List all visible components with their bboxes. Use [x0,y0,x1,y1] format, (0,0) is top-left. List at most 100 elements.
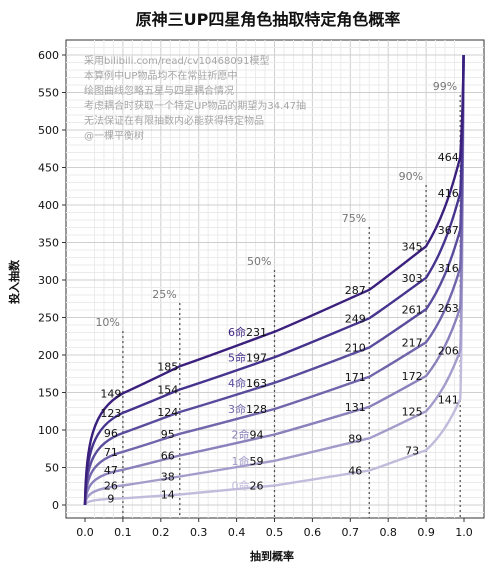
y-tick-label: 450 [38,162,59,175]
value-label: 345 [402,240,423,253]
constellation-label: 0命26 [232,479,264,493]
constellation-name: 2命 [232,428,250,442]
constellation-label: 2命94 [232,428,264,442]
x-tick-label: 0.3 [190,526,208,539]
constellation-value: 94 [250,429,264,442]
x-tick-label: 0.9 [417,526,435,539]
value-label: 217 [402,336,423,349]
annotation-note: 采用bilibili.com/read/cv10468091模型 [84,54,269,67]
series-line [83,54,465,506]
value-label: 9 [107,492,114,505]
value-label: 171 [345,371,366,384]
value-label: 287 [345,284,366,297]
constellation-value: 26 [250,480,264,493]
y-tick-label: 500 [38,124,59,137]
y-tick-label: 100 [38,424,59,437]
constellation-label: 1命59 [232,454,264,468]
value-label: 38 [161,471,175,484]
value-label: 206 [438,345,459,358]
percentile-label: 99% [433,80,457,93]
annotation-note: @一棵平衡树 [84,129,144,142]
value-label: 123 [100,407,121,420]
percentile-label: 75% [342,212,366,225]
y-tick-label: 300 [38,274,59,287]
series-line [83,54,465,506]
value-label: 46 [348,465,362,478]
y-tick-label: 200 [38,349,59,362]
x-tick-label: 0.2 [152,526,170,539]
value-label: 89 [348,432,362,445]
value-label: 416 [438,187,459,200]
value-label: 26 [104,480,118,493]
constellation-name: 4命 [228,376,246,390]
x-tick-label: 1.0 [455,526,473,539]
y-tick-label: 0 [52,499,59,512]
value-label: 124 [157,406,178,419]
constellation-name: 6命 [228,325,246,339]
y-tick-label: 250 [38,312,59,325]
value-label: 303 [402,272,423,285]
series-line [83,54,465,506]
y-tick-label: 350 [38,237,59,250]
annotation-note: 本算例中UP物品均不在常驻祈愿中 [84,69,237,82]
x-tick-label: 0.0 [76,526,94,539]
x-tick-label: 0.7 [342,526,360,539]
x-tick-label: 0.4 [228,526,246,539]
y-tick-label: 50 [45,462,59,475]
constellation-label: 6命231 [228,325,267,339]
value-label: 249 [345,312,366,325]
constellation-label: 3命128 [228,402,267,416]
percentile-label: 90% [399,170,423,183]
x-tick-label: 0.6 [304,526,322,539]
y-tick-label: 150 [38,387,59,400]
value-label: 172 [402,370,423,383]
value-label: 210 [345,342,366,355]
series-line [83,54,465,506]
value-label: 261 [402,303,423,316]
value-label: 14 [161,489,175,502]
series-lines [83,54,465,506]
value-label: 154 [157,384,178,397]
value-label: 131 [345,401,366,414]
y-tick-label: 550 [38,87,59,100]
percentile-label: 50% [247,255,271,268]
constellation-value: 231 [246,326,267,339]
axis-ticks: 0.0 0.1 0.2 0.3 0.4 0.5 0.6 0.7 0.8 0.9 1.0 0 50 100 1… [38,49,473,539]
value-label: 263 [438,302,459,315]
percentile-label: 10% [95,316,119,329]
constellation-value: 128 [246,403,267,416]
value-label: 185 [157,360,178,373]
value-label: 125 [402,405,423,418]
constellation-name: 5命 [228,350,246,364]
annotation-note: 绘图曲线忽略五星与四星耦合情况 [84,84,234,97]
constellation-value: 197 [246,351,267,364]
x-tick-label: 0.1 [114,526,132,539]
y-tick-label: 400 [38,199,59,212]
grid [65,39,485,519]
y-axis-label: 投入抽数 [7,259,21,304]
constellation-name: 1命 [232,454,250,468]
x-tick-label: 0.5 [266,526,284,539]
chart-title: 原神三UP四星角色抽取特定角色概率 [136,10,401,29]
value-labels: 9 1446731410命262638891252061命594766131172… [100,151,458,505]
constellation-value: 163 [246,377,267,390]
value-label: 66 [161,450,175,463]
value-label: 71 [104,446,118,459]
value-label: 316 [438,262,459,275]
series-line [83,54,465,506]
x-axis-label: 抽到概率 [250,549,294,563]
value-label: 96 [104,427,118,440]
value-label: 367 [438,224,459,237]
constellation-label: 5命197 [228,350,267,364]
constellation-label: 4命163 [228,376,267,390]
x-tick-label: 0.8 [379,526,397,539]
constellation-value: 59 [250,455,264,468]
constellation-name: 0命 [232,479,250,493]
annotation-note: 考虑耦合时获取一个特定UP物品的期望为34.47抽 [84,99,306,112]
value-label: 95 [161,428,175,441]
y-tick-label: 600 [38,49,59,62]
annotation-note: 无法保证在有限抽数内必能获得特定物品 [84,114,264,127]
percentile-label: 25% [152,288,176,301]
